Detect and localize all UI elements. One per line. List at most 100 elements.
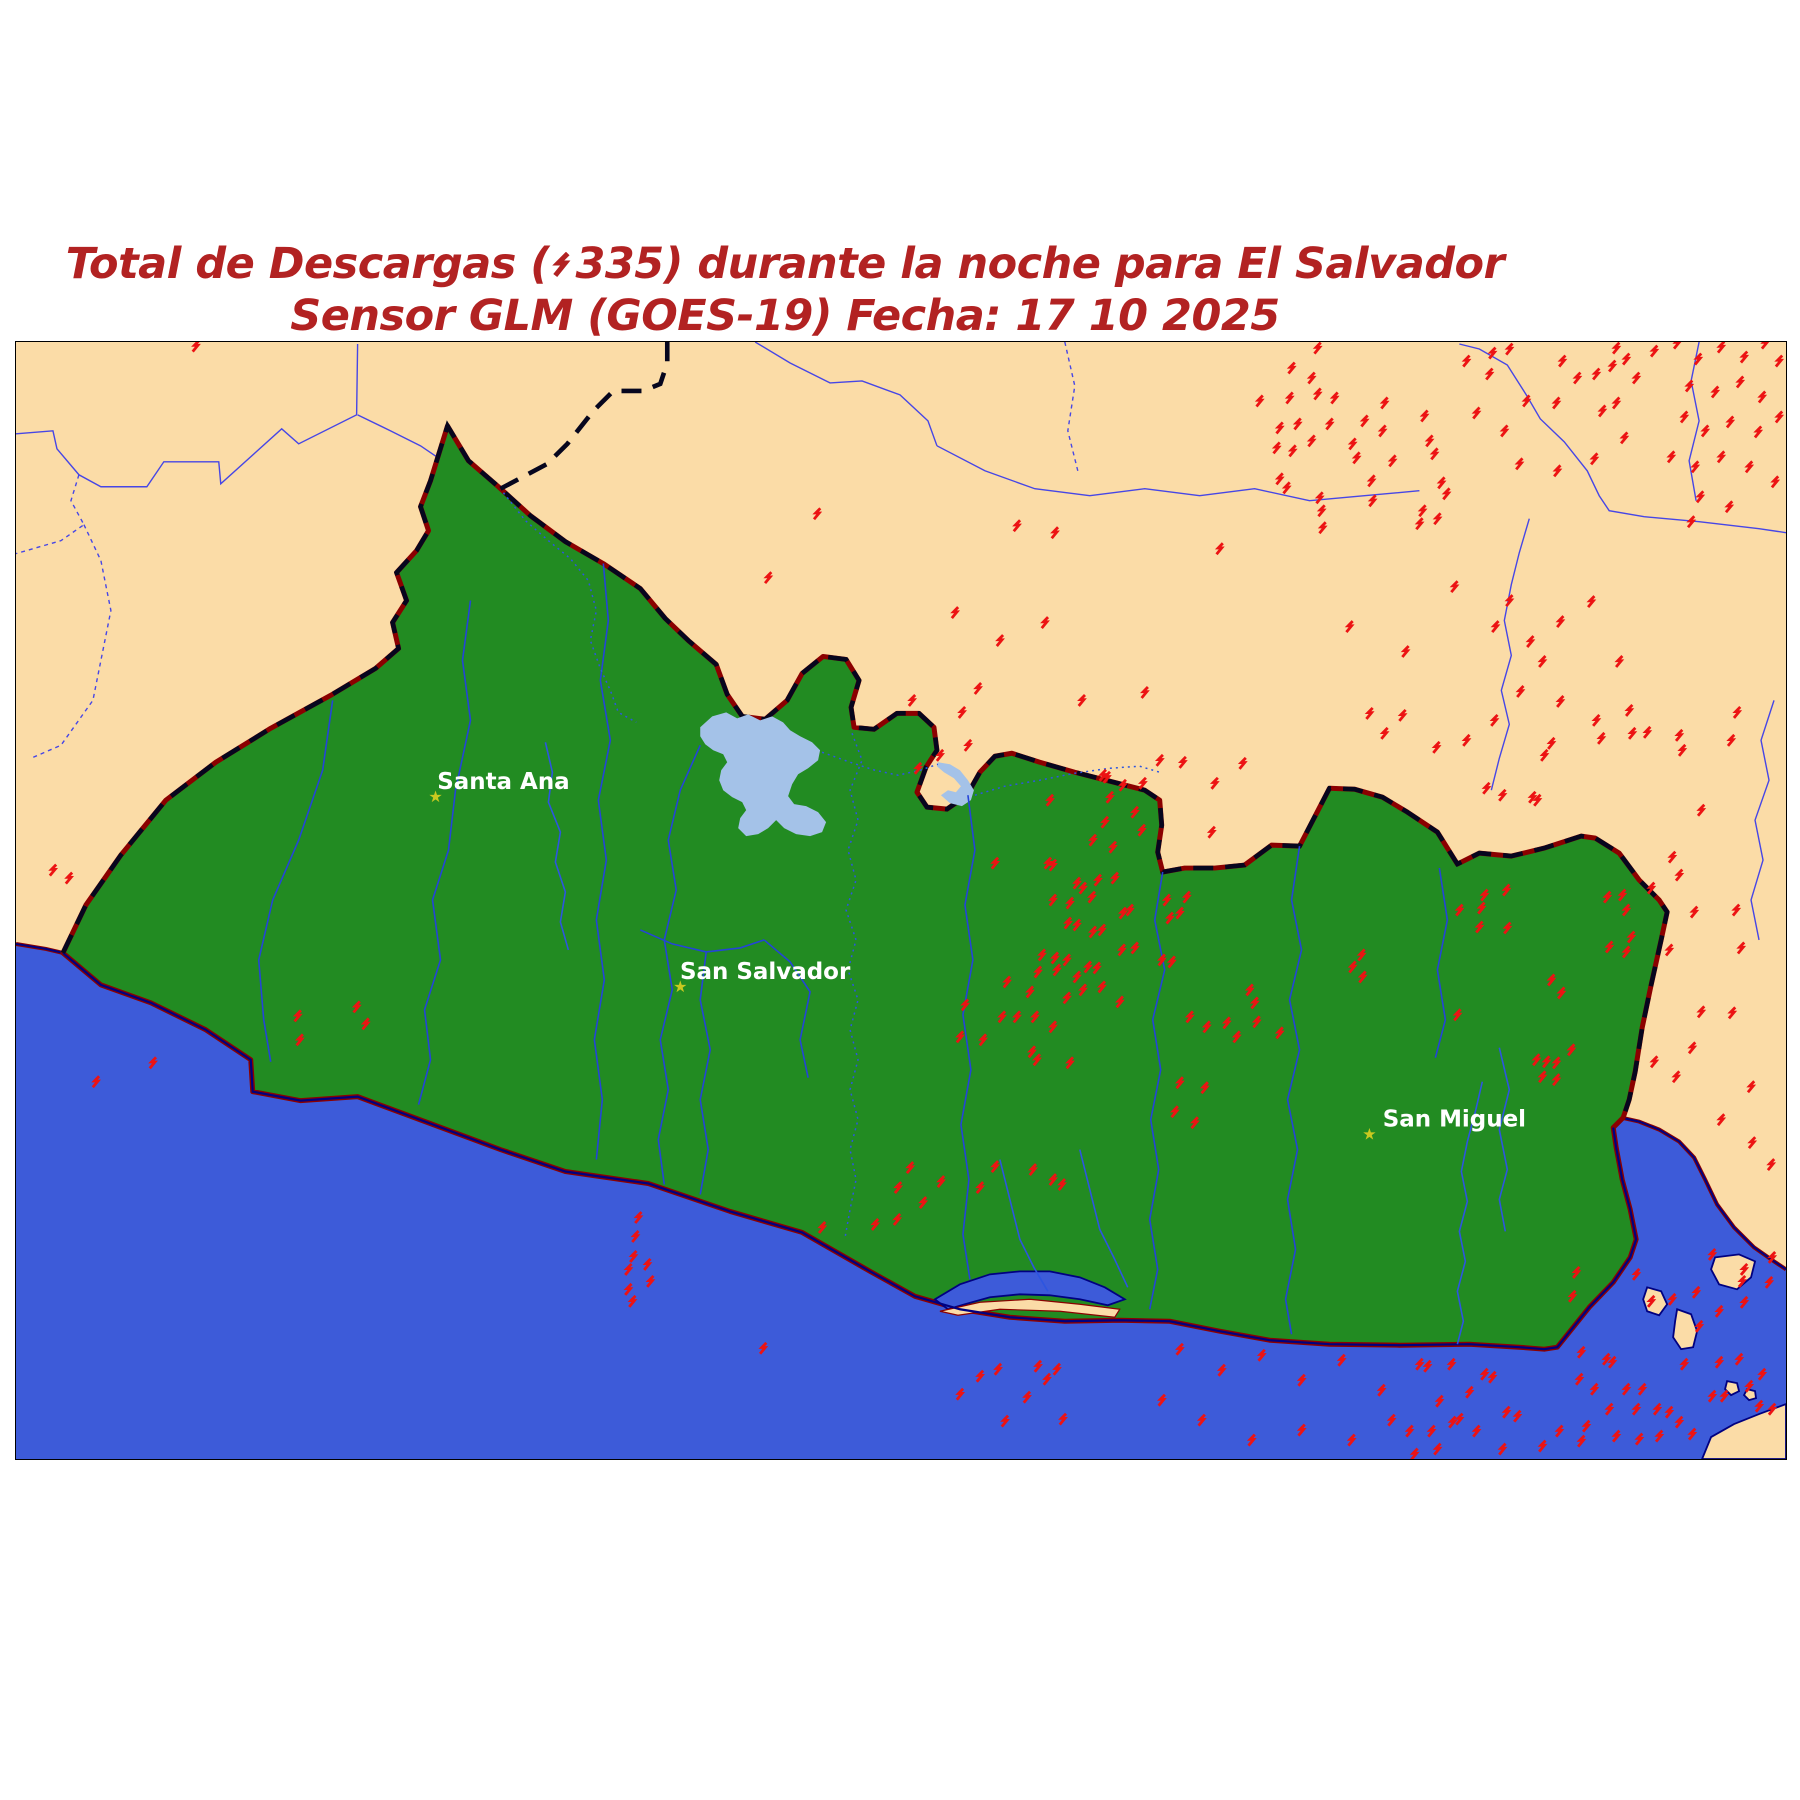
lightning-strike-icon (1189, 1116, 1200, 1130)
lightning-strike-icon (294, 1033, 305, 1047)
lightning-strike-icon (1062, 991, 1072, 1005)
lightning-strike-icon (1184, 1010, 1195, 1024)
lightning-strike-icon (1537, 655, 1548, 668)
lightning-strike-icon (1449, 580, 1460, 594)
lightning-strike-icon (1419, 409, 1430, 423)
island (1672, 1308, 1699, 1351)
lightning-strike-icon (1078, 983, 1088, 997)
lightning-strike-icon (1694, 1319, 1705, 1333)
department-boundary-line (257, 700, 334, 1062)
lightning-strike-icon (1274, 421, 1285, 435)
lightning-strike-icon (1154, 753, 1165, 767)
lightning-strike-icon (1686, 515, 1697, 529)
lightning-strike-icon (1434, 1394, 1445, 1408)
lightning-strike-icon (1118, 906, 1128, 920)
lightning-strike-icon (1249, 996, 1260, 1010)
lightning-strike-icon (48, 863, 59, 877)
lightning-strike-icon (1753, 425, 1764, 439)
lightning-strike-icon (1581, 1419, 1592, 1433)
lightning-strike-icon (990, 1160, 1000, 1174)
department-boundary-line (763, 939, 811, 1078)
title-text-prefix: Total de Descargas ( (65, 239, 550, 289)
lightning-strike-icon (1571, 1265, 1582, 1279)
admin-boundary-line (16, 343, 359, 488)
lightning-strike-icon (148, 1056, 158, 1070)
lightning-strike-icon (1576, 1434, 1587, 1448)
lightning-strike-icon (1532, 793, 1543, 807)
lightning-strike-icon (1757, 390, 1768, 404)
lightning-strike-icon (1088, 833, 1098, 847)
lightning-strike-icon (91, 1075, 101, 1089)
lightning-strike-icon (1100, 815, 1110, 829)
lightning-strike-icon (1312, 387, 1323, 401)
lightning-strike-icon (905, 1161, 916, 1175)
lightning-strike-icon (1336, 1353, 1347, 1367)
river-line (821, 751, 939, 776)
lightning-strike-icon (1140, 686, 1150, 699)
lightning-strike-icon (1484, 367, 1495, 381)
lightning-strike-icon (1700, 424, 1711, 438)
map-svg: ★Santa Ana★San Salvador★San Miguel (16, 342, 1786, 1459)
lightning-strike-icon (1065, 896, 1075, 910)
lightning-strike-icon (1386, 1413, 1397, 1427)
lightning-strike-icon (1028, 1163, 1038, 1176)
lightning-strike-icon (1679, 1357, 1690, 1371)
lightning-strike-icon (1022, 1390, 1032, 1404)
lightning-strike-icon (1695, 490, 1706, 504)
lightning-strike-icon (1115, 995, 1125, 1009)
lightning-strike-icon (351, 1000, 362, 1014)
lightning-strike-icon (1366, 474, 1377, 488)
lightning-strike-icon (1377, 424, 1388, 438)
title-line-1: Total de Descargas (335) durante la noch… (66, 238, 1505, 290)
lightning-strike-icon (1637, 1382, 1648, 1396)
lightning-strike-icon (1367, 494, 1378, 508)
lightning-strike-icon (1527, 790, 1538, 804)
lightning-strike-icon (1306, 434, 1317, 448)
lightning-strike-icon (1216, 1363, 1227, 1377)
lightning-strike-icon (1357, 970, 1368, 984)
lightning-strike-icon (1607, 359, 1618, 373)
lightning-strike-icon (1714, 1355, 1725, 1369)
lightning-strike-icon (1156, 1393, 1167, 1407)
lightning-strike-icon (1050, 526, 1060, 540)
lightning-strike-icon (1431, 740, 1442, 754)
lightning-strike-icon (1432, 512, 1443, 526)
lightning-strike-icon (1621, 903, 1632, 917)
lightning-strike-icon (1287, 444, 1298, 458)
lightning-strike-icon (1696, 1005, 1707, 1019)
lightning-strike-icon (1452, 1008, 1463, 1022)
lightning-strike-icon (1174, 1342, 1185, 1356)
lightning-strike-icon (1065, 1056, 1075, 1070)
lightning-strike-icon (1693, 352, 1704, 366)
river-line (974, 765, 1160, 796)
lightning-strike-icon (1181, 890, 1192, 904)
lightning-strike-icon (1689, 905, 1700, 919)
lightning-strike-icon (1602, 890, 1613, 904)
lightning-strike-icon (1731, 903, 1742, 917)
lightning-strike-icon (642, 1257, 653, 1271)
lightning-strike-icon (1556, 986, 1567, 1000)
city-label: San Miguel (1383, 1107, 1526, 1133)
lightning-strike-icon (1201, 1020, 1212, 1034)
lightning-strike-icon (1033, 1359, 1043, 1373)
lightning-strike-icon (1679, 410, 1690, 424)
island (1701, 1403, 1786, 1459)
lightning-strike-icon (1058, 1412, 1068, 1426)
lightning-strike-icon (1716, 450, 1727, 464)
lightning-strike-icon (1125, 903, 1135, 917)
lightning-strike-icon (1043, 856, 1053, 870)
lightning-strike-icon (1306, 371, 1317, 385)
admin-boundary-line (754, 342, 938, 447)
lightning-strike-icon (1161, 893, 1172, 907)
department-boundary-line (417, 600, 472, 1105)
lightning-strike-icon (1747, 1136, 1758, 1150)
lightning-strike-icon (1471, 1424, 1482, 1438)
department-boundary-line (960, 795, 976, 1280)
lightning-strike-icon (1169, 1105, 1180, 1119)
lightning-strike-icon (1199, 1081, 1210, 1095)
lightning-strike-icon (1209, 776, 1220, 790)
lightning-strike-icon (1734, 1352, 1745, 1366)
lightning-strike-icon (1052, 1362, 1062, 1376)
lightning-strike-icon (1424, 434, 1435, 448)
lightning-strike-icon (1048, 858, 1058, 872)
